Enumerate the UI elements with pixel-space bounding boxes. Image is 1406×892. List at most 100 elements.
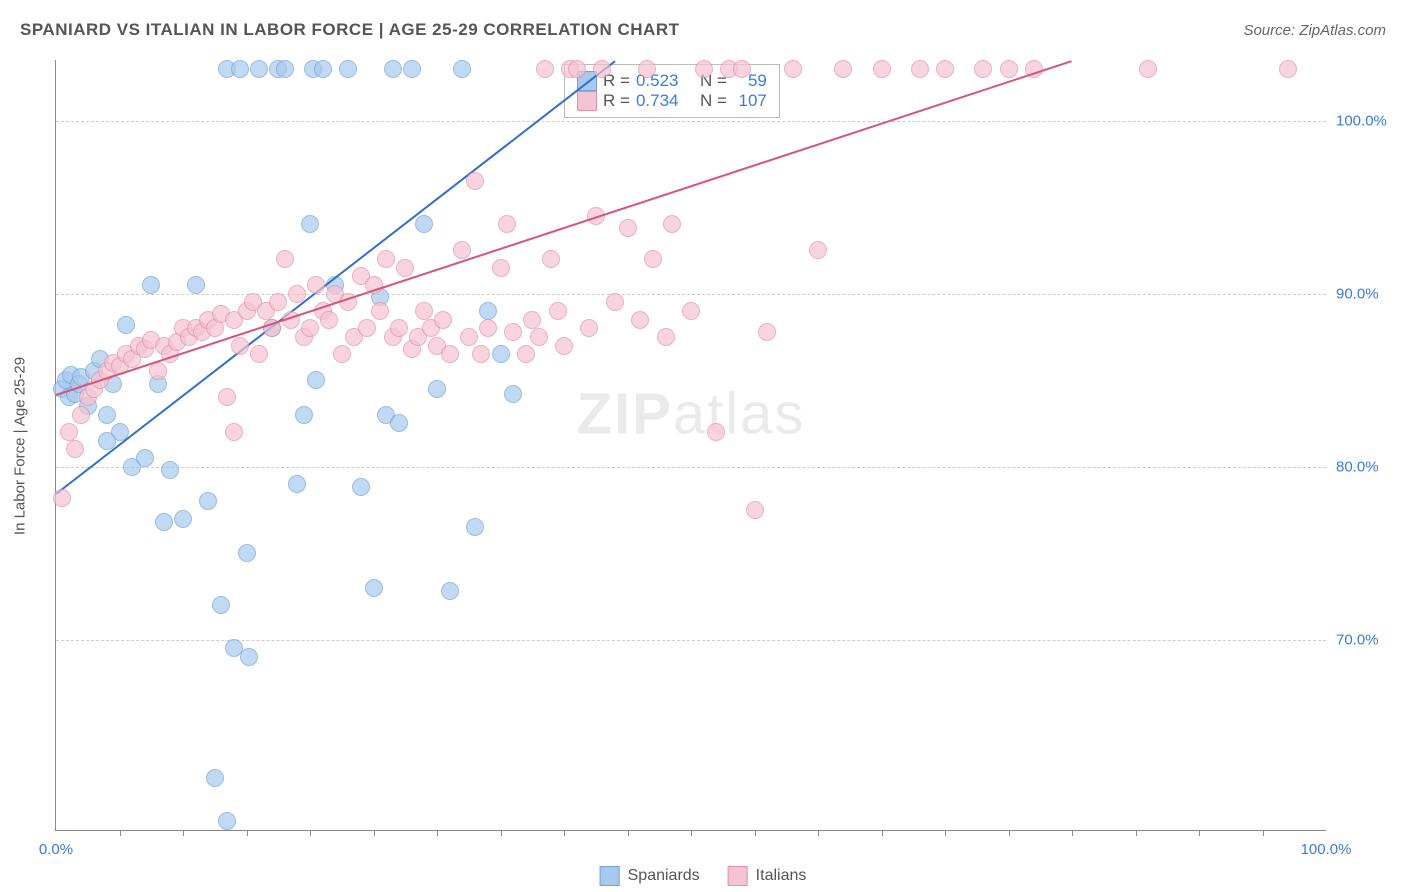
data-point [472, 345, 490, 363]
data-point [517, 345, 535, 363]
data-point [695, 60, 713, 78]
data-point [568, 60, 586, 78]
data-point [498, 215, 516, 233]
data-point [644, 250, 662, 268]
data-point [460, 328, 478, 346]
data-point [288, 285, 306, 303]
data-point [549, 302, 567, 320]
data-point [238, 544, 256, 562]
data-point [218, 388, 236, 406]
data-point [809, 241, 827, 259]
y-tick-label: 80.0% [1336, 458, 1396, 475]
data-point [911, 60, 929, 78]
x-tick [945, 830, 946, 836]
data-point [250, 60, 268, 78]
gridline [56, 640, 1326, 641]
data-point [301, 215, 319, 233]
data-point [117, 316, 135, 334]
data-point [834, 60, 852, 78]
data-point [631, 311, 649, 329]
data-point [593, 60, 611, 78]
data-point [873, 60, 891, 78]
data-point [240, 648, 258, 666]
data-point [136, 449, 154, 467]
data-point [542, 250, 560, 268]
data-point [415, 215, 433, 233]
x-tick-label: 100.0% [1301, 841, 1352, 858]
data-point [390, 319, 408, 337]
x-tick [882, 830, 883, 836]
data-point [428, 380, 446, 398]
data-point [466, 172, 484, 190]
x-tick [755, 830, 756, 836]
data-point [384, 60, 402, 78]
data-point [441, 345, 459, 363]
data-point [746, 501, 764, 519]
data-point [231, 60, 249, 78]
gridline [56, 467, 1326, 468]
x-tick [1199, 830, 1200, 836]
data-point [580, 319, 598, 337]
series-legend: Spaniards Italians [600, 866, 807, 886]
data-point [479, 319, 497, 337]
x-tick [120, 830, 121, 836]
data-point [301, 319, 319, 337]
data-point [187, 276, 205, 294]
data-point [936, 60, 954, 78]
x-tick [183, 830, 184, 836]
data-point [149, 362, 167, 380]
data-point [155, 513, 173, 531]
data-point [707, 423, 725, 441]
x-tick [437, 830, 438, 836]
data-point [504, 323, 522, 341]
data-point [663, 215, 681, 233]
data-point [403, 60, 421, 78]
data-point [98, 406, 116, 424]
x-tick-label: 0.0% [39, 841, 73, 858]
data-point [536, 60, 554, 78]
x-tick [374, 830, 375, 836]
data-point [295, 406, 313, 424]
legend-row: R = 0.734 N = 107 [577, 91, 767, 111]
data-point [320, 311, 338, 329]
data-point [142, 276, 160, 294]
x-tick [501, 830, 502, 836]
data-point [466, 518, 484, 536]
data-point [307, 276, 325, 294]
data-point [1279, 60, 1297, 78]
data-point [453, 241, 471, 259]
data-point [199, 492, 217, 510]
data-point [784, 60, 802, 78]
legend-item: Italians [728, 866, 807, 886]
data-point [758, 323, 776, 341]
data-point [60, 423, 78, 441]
data-point [619, 219, 637, 237]
legend-swatch [600, 866, 620, 886]
data-point [1000, 60, 1018, 78]
data-point [396, 259, 414, 277]
x-tick [818, 830, 819, 836]
chart-container: SPANIARD VS ITALIAN IN LABOR FORCE | AGE… [0, 0, 1406, 892]
data-point [212, 596, 230, 614]
chart-title: SPANIARD VS ITALIAN IN LABOR FORCE | AGE… [20, 20, 680, 40]
y-tick-label: 70.0% [1336, 631, 1396, 648]
data-point [523, 311, 541, 329]
data-point [434, 311, 452, 329]
y-tick-label: 90.0% [1336, 285, 1396, 302]
data-point [174, 510, 192, 528]
data-point [657, 328, 675, 346]
data-point [250, 345, 268, 363]
data-point [352, 478, 370, 496]
legend-item: Spaniards [600, 866, 700, 886]
data-point [72, 406, 90, 424]
x-tick [628, 830, 629, 836]
data-point [53, 489, 71, 507]
data-point [288, 475, 306, 493]
data-point [390, 414, 408, 432]
data-point [530, 328, 548, 346]
data-point [314, 60, 332, 78]
legend-label: Italians [756, 867, 807, 885]
data-point [225, 423, 243, 441]
data-point [492, 345, 510, 363]
data-point [231, 337, 249, 355]
